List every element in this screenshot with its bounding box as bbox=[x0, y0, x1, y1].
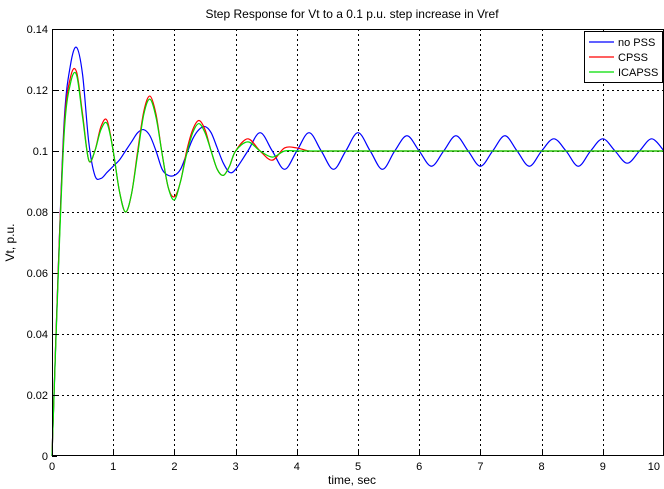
legend-label: CPSS bbox=[618, 52, 648, 64]
y-tick-label: 0.1 bbox=[33, 146, 48, 158]
x-tick-label: 4 bbox=[294, 461, 300, 473]
y-tick-label: 0.14 bbox=[27, 24, 48, 36]
legend-label: ICAPSS bbox=[618, 67, 658, 79]
x-tick-label: 3 bbox=[233, 461, 239, 473]
y-tick-label: 0.12 bbox=[27, 85, 48, 97]
x-tick-label: 1 bbox=[110, 461, 116, 473]
axis-ticks: 0 1 2 3 4 5 6 7 8 9 10 0 0.02 0.04 0.06 0.08 0.1 0.12 0.14 bbox=[27, 24, 660, 473]
y-tick-label: 0 bbox=[42, 451, 48, 463]
series-line-icapss bbox=[51, 71, 664, 457]
x-tick-label: 5 bbox=[355, 461, 361, 473]
chart-title: Step Response for Vt to a 0.1 p.u. step … bbox=[205, 7, 499, 21]
y-tick-label: 0.06 bbox=[27, 268, 48, 280]
x-tick-label: 2 bbox=[171, 461, 177, 473]
y-tick-label: 0.04 bbox=[27, 329, 48, 341]
y-axis-label: Vt, p.u. bbox=[3, 223, 17, 261]
y-tick-label: 0.08 bbox=[27, 207, 48, 219]
legend: no PSS CPSS ICAPSS bbox=[584, 31, 663, 83]
series-line-no-pss bbox=[51, 46, 664, 457]
x-axis-label: time, sec bbox=[328, 473, 376, 487]
series-lines bbox=[51, 46, 664, 457]
x-tick-label: 6 bbox=[416, 461, 422, 473]
x-tick-label: 10 bbox=[648, 461, 660, 473]
x-tick-label: 9 bbox=[600, 461, 606, 473]
legend-label: no PSS bbox=[618, 37, 655, 49]
x-tick-label: 0 bbox=[49, 461, 55, 473]
y-tick-label: 0.02 bbox=[27, 390, 48, 402]
grid bbox=[52, 29, 664, 456]
x-tick-label: 8 bbox=[539, 461, 545, 473]
x-tick-label: 7 bbox=[477, 461, 483, 473]
